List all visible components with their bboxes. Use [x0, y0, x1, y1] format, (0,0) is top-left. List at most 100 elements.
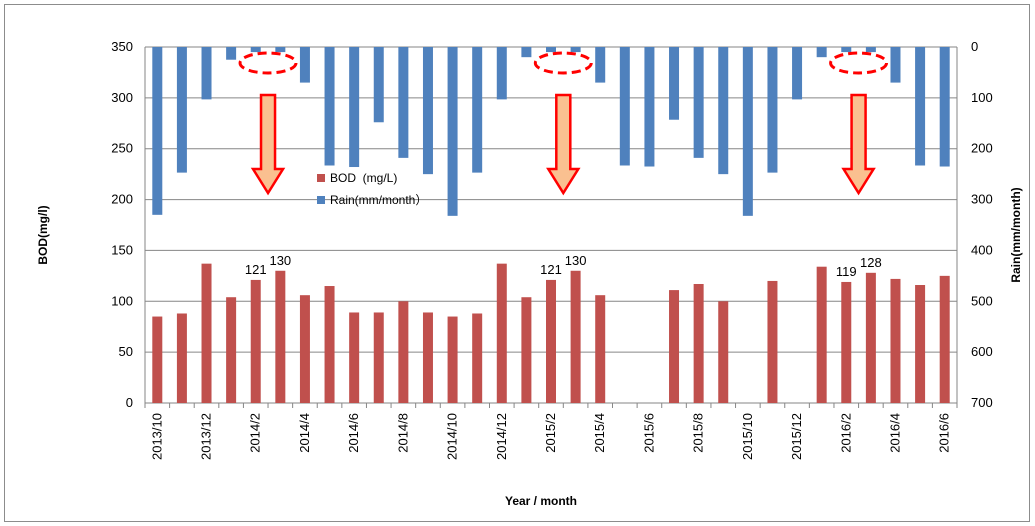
bod-bar	[299, 295, 310, 403]
bod-bar	[816, 266, 827, 403]
bod-bar	[570, 270, 581, 403]
left-tick-label: 300	[111, 90, 133, 105]
x-tick-label: 2013/12	[199, 413, 214, 460]
x-tick-label: 2014/10	[445, 413, 460, 460]
rain-bar	[447, 47, 458, 216]
bod-bar	[546, 279, 556, 403]
rain-bar	[521, 47, 532, 58]
bod-bar	[890, 278, 901, 403]
chart-frame: 0 50 100 150 200 250 300 350 0 100 200 300 400 500 600…	[4, 4, 1030, 522]
rain-bar	[693, 47, 704, 158]
dashed-ellipse	[533, 51, 593, 75]
rain-bar	[275, 47, 286, 53]
x-tick-label: 2016/6	[937, 413, 952, 453]
data-label: 121	[245, 262, 267, 277]
bod-bar	[669, 290, 680, 403]
x-tick-label: 2015/8	[691, 413, 706, 453]
bod-bar	[422, 312, 433, 403]
rain-bar	[349, 47, 360, 168]
data-label: 130	[269, 253, 291, 268]
rain-bar	[669, 47, 680, 120]
down-arrow	[546, 93, 581, 196]
x-axis-title: Year / month	[505, 494, 577, 508]
right-tick-label: 200	[971, 141, 993, 156]
x-tick-label: 2014/12	[494, 413, 509, 460]
x-tick-label: 2014/6	[346, 413, 361, 453]
rain-bar	[718, 47, 729, 175]
bod-bar	[324, 286, 335, 403]
left-tick-label: 350	[111, 39, 133, 54]
rain-bar	[619, 47, 630, 166]
legend-swatch-bod	[317, 174, 325, 182]
bod-bar	[152, 316, 163, 403]
bod-bar	[718, 301, 729, 403]
x-tick-label: 2015/12	[789, 413, 804, 460]
rain-bar	[201, 47, 212, 100]
left-tick-label: 100	[111, 293, 133, 308]
x-tick-label: 2014/8	[395, 413, 410, 453]
rain-bar	[226, 47, 237, 60]
data-label: 121	[540, 262, 562, 277]
rain-bar	[841, 47, 852, 53]
left-tick-label: 0	[126, 395, 133, 410]
x-tick-label: 2016/2	[838, 413, 853, 453]
bod-bar	[915, 285, 926, 403]
right-tick-label: 100	[971, 90, 993, 105]
data-label: 119	[836, 264, 857, 279]
bod-bar	[201, 263, 212, 403]
left-tick-label: 250	[111, 141, 133, 156]
rain-bar	[546, 47, 556, 53]
rain-bar	[299, 47, 310, 83]
x-tick-label: 2015/6	[641, 413, 656, 453]
right-tick-label: 300	[971, 192, 993, 207]
legend-label-bod: BOD (mg/L)	[330, 171, 397, 185]
bod-bar	[250, 279, 261, 403]
rain-bar	[644, 47, 655, 167]
bod-bar	[521, 297, 532, 403]
rain-bar	[152, 47, 163, 215]
bod-bar	[595, 295, 606, 403]
bod-bar	[693, 283, 704, 403]
bod-bar	[939, 275, 950, 403]
rain-bar	[570, 47, 581, 53]
rain-bar	[250, 47, 261, 53]
dashed-ellipse	[829, 51, 889, 75]
x-tick-label: 2015/4	[592, 413, 607, 453]
rain-bar	[496, 47, 507, 100]
rain-bar	[792, 47, 803, 100]
rain-bar	[324, 47, 335, 166]
rain-bar	[890, 47, 901, 83]
rain-bar	[373, 47, 384, 123]
x-tick-label: 2016/4	[887, 413, 902, 453]
left-tick-label: 50	[119, 344, 133, 359]
rain-bar	[176, 47, 187, 173]
data-label: 130	[565, 253, 587, 268]
data-label: 128	[860, 255, 882, 270]
right-tick-label: 600	[971, 344, 993, 359]
right-tick-label: 400	[971, 242, 993, 257]
rain-bar	[472, 47, 483, 173]
bod-bar	[496, 263, 507, 403]
bod-bar	[176, 313, 187, 403]
down-arrow	[841, 93, 876, 196]
bod-bar	[841, 281, 852, 403]
legend-swatch-rain	[317, 196, 325, 204]
bod-rain-chart: 0 50 100 150 200 250 300 350 0 100 200 300 400 500 600…	[36, 39, 1023, 508]
rain-bar	[422, 47, 433, 175]
bod-bar	[398, 301, 409, 403]
rain-bar	[939, 47, 950, 167]
rain-bar	[398, 47, 409, 158]
bod-bar	[275, 270, 286, 403]
left-tick-label: 200	[111, 192, 133, 207]
bod-bar	[226, 297, 237, 403]
x-tick-label: 2013/10	[149, 413, 164, 460]
rain-bar	[915, 47, 926, 166]
x-tick-label: 2014/2	[248, 413, 263, 453]
x-tick-label: 2015/10	[740, 413, 755, 460]
right-tick-label: 500	[971, 293, 993, 308]
bod-bar	[472, 313, 483, 403]
rain-bar	[595, 47, 606, 83]
down-arrow	[250, 93, 286, 196]
rain-bar	[742, 47, 753, 216]
bod-bar	[447, 316, 458, 403]
